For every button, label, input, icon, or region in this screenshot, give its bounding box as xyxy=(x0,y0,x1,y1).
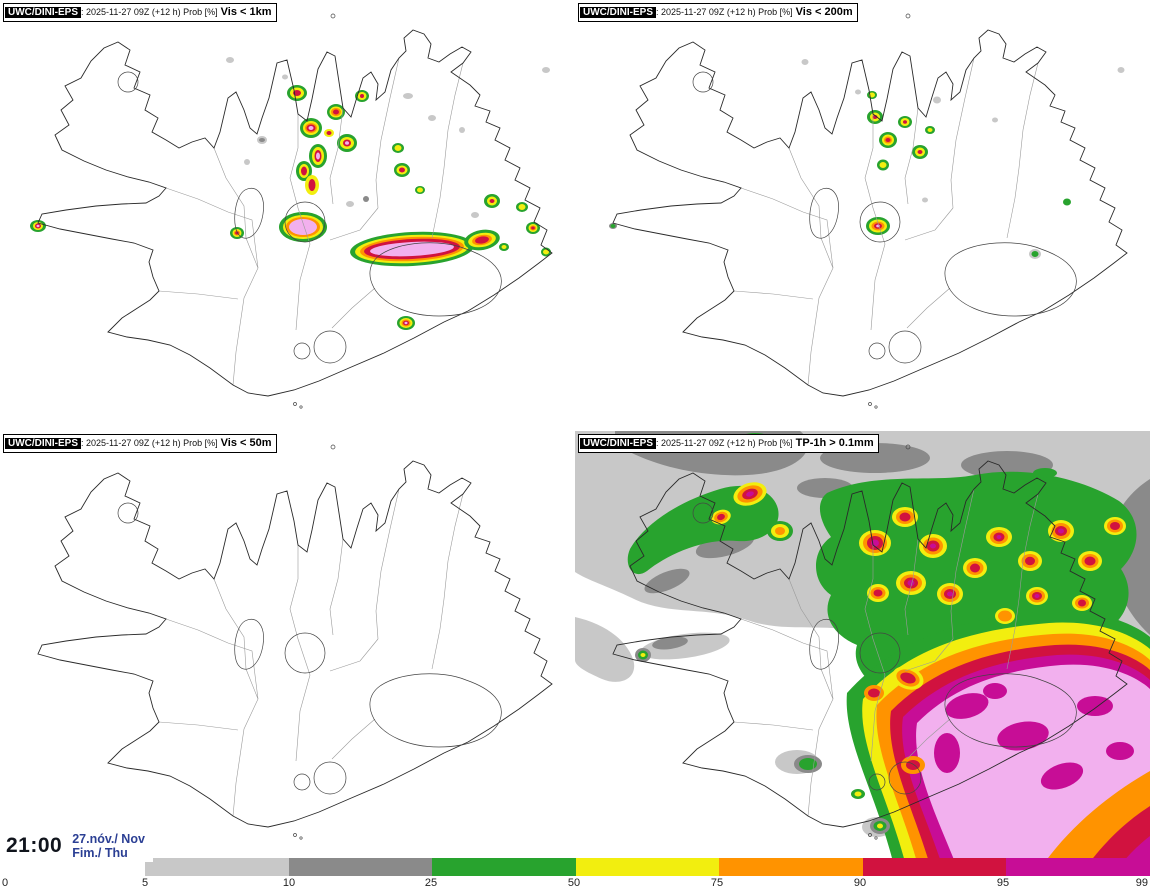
probability-map-vis-50m xyxy=(37,444,553,840)
valid-time: 21:00 27.nóv./ Nov Fim./ Thu xyxy=(4,830,153,862)
legend-segment xyxy=(145,858,289,876)
probability-map-vis-200m xyxy=(609,13,1128,409)
panel-title: UWC/DINI-EPS: 2025-11-27 09Z (+12 h) Pro… xyxy=(578,434,879,453)
legend-tick: 75 xyxy=(710,877,724,889)
legend-tick: 50 xyxy=(567,877,581,889)
legend-tick: 5 xyxy=(141,877,149,889)
map-panel-vis-50m: UWC/DINI-EPS: 2025-11-27 09Z (+12 h) Pro… xyxy=(0,431,575,862)
legend-segment xyxy=(1006,858,1150,876)
model-chip: UWC/DINI-EPS xyxy=(580,438,656,449)
probability-map-precip xyxy=(575,431,1150,862)
iceland-basemap xyxy=(612,13,1128,409)
legend-tick: 10 xyxy=(282,877,296,889)
panel-title: UWC/DINI-EPS: 2025-11-27 09Z (+12 h) Pro… xyxy=(3,3,277,22)
iceland-basemap xyxy=(37,13,553,409)
prob-contours xyxy=(609,59,1125,259)
legend-segment xyxy=(288,858,433,876)
legend-ticks: 0 5 10 25 50 75 90 95 99 xyxy=(0,877,1150,891)
legend-segment xyxy=(719,858,863,876)
iceland-basemap xyxy=(37,444,553,840)
legend-segment xyxy=(432,858,576,876)
date-line: 27.nóv./ Nov xyxy=(72,832,145,846)
run-meta: : 2025-11-27 09Z (+12 h) Prob [%] xyxy=(656,7,793,17)
map-panel-vis-200m: UWC/DINI-EPS: 2025-11-27 09Z (+12 h) Pro… xyxy=(575,0,1150,431)
probability-map-vis-1km xyxy=(30,13,553,409)
legend-tick: 95 xyxy=(996,877,1010,889)
map-panel-vis-1km: UWC/DINI-EPS: 2025-11-27 09Z (+12 h) Pro… xyxy=(0,0,575,431)
map-panel-precip: UWC/DINI-EPS: 2025-11-27 09Z (+12 h) Pro… xyxy=(575,431,1150,862)
run-meta: : 2025-11-27 09Z (+12 h) Prob [%] xyxy=(81,438,218,448)
legend-tick: 99 xyxy=(1135,877,1148,889)
model-chip: UWC/DINI-EPS xyxy=(5,7,81,18)
threshold-label: TP-1h > 0.1mm xyxy=(795,437,874,449)
legend-tick: 25 xyxy=(424,877,438,889)
legend-tick: 90 xyxy=(853,877,867,889)
panel-title: UWC/DINI-EPS: 2025-11-27 09Z (+12 h) Pro… xyxy=(3,434,277,453)
valid-hour: 21:00 xyxy=(6,834,63,857)
run-meta: : 2025-11-27 09Z (+12 h) Prob [%] xyxy=(656,438,793,448)
threshold-label: Vis < 200m xyxy=(795,6,853,18)
model-chip: UWC/DINI-EPS xyxy=(5,438,81,449)
panel-title: UWC/DINI-EPS: 2025-11-27 09Z (+12 h) Pro… xyxy=(578,3,858,22)
prob-contours xyxy=(30,57,551,330)
legend-tick: 0 xyxy=(2,877,9,889)
threshold-label: Vis < 1km xyxy=(220,6,272,18)
legend-segment xyxy=(862,858,1007,876)
day-line: Fim./ Thu xyxy=(72,846,128,860)
valid-date: 27.nóv./ Nov Fim./ Thu xyxy=(72,832,145,860)
legend-segment xyxy=(575,858,720,876)
run-meta: : 2025-11-27 09Z (+12 h) Prob [%] xyxy=(81,7,218,17)
legend-bar xyxy=(145,858,1150,876)
model-chip: UWC/DINI-EPS xyxy=(580,7,656,18)
threshold-label: Vis < 50m xyxy=(220,437,272,449)
